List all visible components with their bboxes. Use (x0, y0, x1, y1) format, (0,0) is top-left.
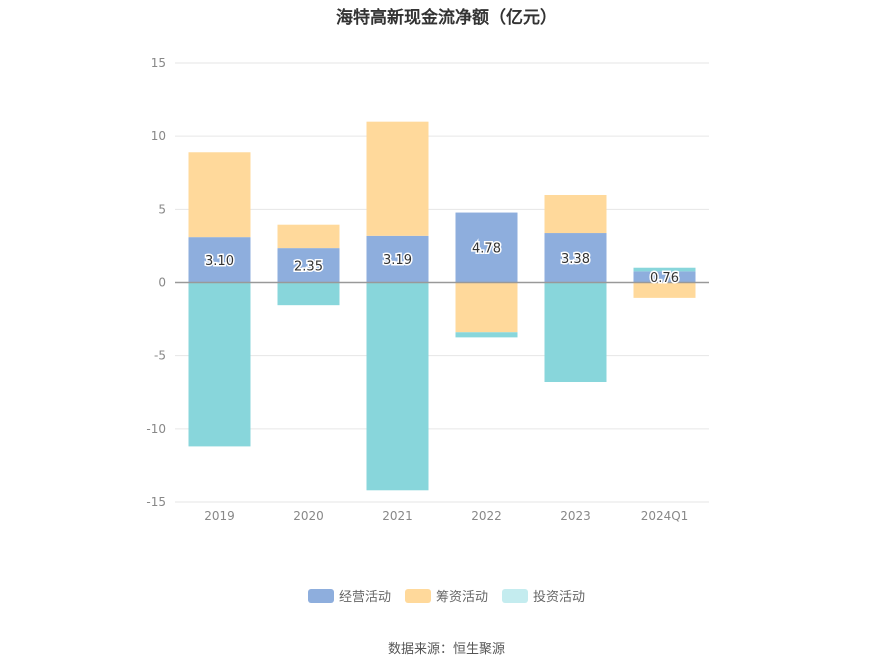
y-tick-label: 5 (158, 202, 166, 216)
bar-1-2021[interactable] (366, 121, 429, 236)
legend-label-investing: 投资活动 (533, 590, 586, 605)
data-label: 3.38 (561, 252, 590, 267)
y-tick-label: -5 (154, 349, 166, 363)
data-label: 3.10 (205, 254, 234, 269)
x-tick-label: 2020 (293, 509, 324, 523)
y-axis-tick-labels: 15 10 5 0 -5 -10 -15 (146, 56, 166, 509)
bar-0-2021[interactable] (366, 235, 429, 283)
bar-0-2023[interactable] (544, 233, 607, 283)
legend-swatch-financing (404, 588, 431, 603)
x-tick-label: 2023 (560, 509, 591, 523)
x-tick-label: 2024Q1 (641, 509, 689, 523)
y-tick-label: 10 (151, 129, 166, 143)
bars (188, 121, 696, 491)
bar-0-2024Q1[interactable] (633, 271, 696, 283)
bar-2-2019[interactable] (188, 282, 251, 447)
data-source-note: 数据来源：恒生聚源 (387, 642, 505, 657)
x-tick-label: 2019 (204, 509, 235, 523)
bar-0-2022[interactable] (455, 212, 518, 283)
legend-swatch-operating (307, 588, 334, 603)
bar-2-2020[interactable] (277, 282, 340, 306)
bar-1-2023[interactable] (544, 194, 607, 234)
y-tick-label: 0 (158, 276, 166, 290)
data-label: 2.35 (294, 259, 323, 274)
legend-item-investing[interactable]: 投资活动 (502, 586, 585, 605)
chart-title: 海特高新现金流净额（亿元） (336, 8, 557, 28)
bar-1-2024Q1[interactable] (633, 282, 696, 298)
grid-lines (175, 62, 709, 503)
x-axis-tick-labels: 2019 2020 2021 2022 2023 2024Q1 (204, 509, 688, 523)
bar-0-2020[interactable] (277, 248, 340, 283)
bar-1-2020[interactable] (277, 224, 340, 249)
y-tick-label: 15 (151, 56, 166, 70)
legend-item-financing[interactable]: 筹资活动 (404, 586, 488, 605)
legend-item-operating[interactable]: 经营活动 (307, 586, 391, 605)
bar-1-2022[interactable] (455, 282, 518, 333)
y-tick-label: -15 (146, 495, 166, 509)
data-label: 0.76 (650, 271, 679, 286)
bar-2-2024Q1[interactable] (633, 267, 696, 272)
data-label: 4.78 (472, 242, 501, 257)
bar-1-2019[interactable] (188, 152, 251, 238)
legend-label-operating: 经营活动 (338, 590, 391, 605)
data-labels: 3.10 2.35 3.19 4.78 3.38 0.76 (204, 240, 681, 287)
bar-2-2021[interactable] (366, 282, 429, 491)
bar-0-2019[interactable] (188, 237, 251, 283)
data-label: 3.19 (383, 253, 412, 268)
legend-swatch-investing (502, 588, 528, 603)
bar-2-2022[interactable] (455, 332, 518, 338)
x-tick-label: 2021 (382, 509, 413, 523)
x-tick-label: 2022 (471, 509, 502, 523)
legend: 经营活动 筹资活动 投资活动 (0, 586, 893, 605)
y-tick-label: -10 (146, 422, 166, 436)
bar-2-2023[interactable] (544, 282, 607, 383)
legend-label-financing: 筹资活动 (435, 590, 488, 605)
